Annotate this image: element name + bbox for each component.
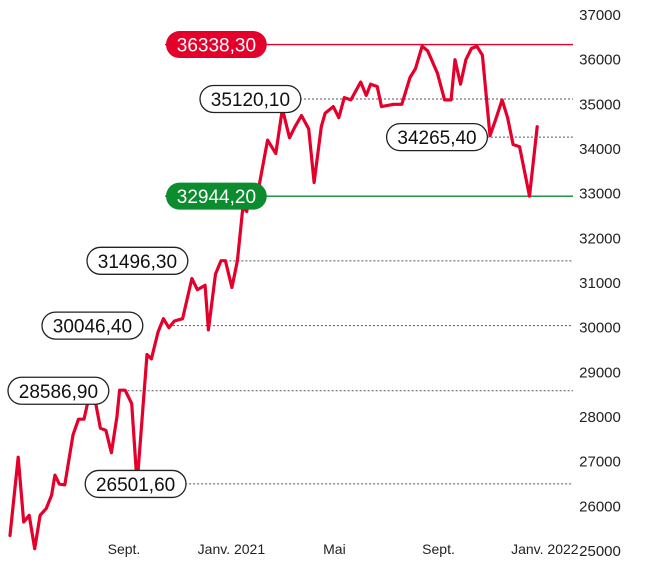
label-box (166, 31, 267, 59)
x-axis: Sept. Janv. 2021 Mai Sept. Janv. 2022 (108, 541, 579, 557)
label-text: 36338,30 (177, 36, 256, 57)
x-tick-label: Mai (323, 541, 346, 557)
y-tick-label: 36000 (579, 52, 621, 69)
x-tick-label: Sept. (108, 541, 141, 557)
reference-label: 36338,30 (166, 31, 267, 59)
annotation-label: 26501,60 (84, 469, 187, 499)
label-box (7, 376, 110, 405)
label-text: 35120,10 (211, 90, 290, 111)
y-tick-label: 35000 (579, 96, 621, 113)
value-labels: 35120,10 34265,40 31496,30 30046,40 28586,90… (7, 31, 489, 499)
y-tick-label: 37000 (579, 7, 621, 24)
label-text: 26501,60 (96, 475, 175, 496)
label-text: 32944,20 (177, 187, 256, 208)
y-tick-label: 33000 (579, 186, 621, 203)
series-line-layer (8, 44, 539, 551)
y-tick-label: 25000 (579, 543, 621, 560)
annotation-label: 35120,10 (199, 84, 302, 114)
annotation-label: 30046,40 (41, 311, 144, 340)
y-tick-label: 32000 (579, 230, 621, 247)
y-tick-label: 31000 (579, 275, 621, 292)
series-line (8, 44, 539, 551)
label-box (166, 182, 267, 210)
x-tick-label: Sept. (422, 541, 455, 557)
label-text: 28586,90 (19, 382, 98, 403)
reference-label: 32944,20 (166, 182, 267, 210)
annotation-label: 28586,90 (7, 376, 110, 405)
label-text: 31496,30 (98, 252, 177, 273)
y-axis: 37000 36000 35000 34000 33000 32000 31000 30000… (579, 7, 621, 560)
y-tick-label: 26000 (579, 498, 621, 515)
label-box (86, 246, 189, 275)
annotation-label: 31496,30 (86, 246, 189, 275)
label-box (41, 311, 144, 340)
x-tick-label: Janv. 2021 (198, 541, 266, 557)
label-box (199, 84, 302, 114)
label-box (84, 469, 187, 499)
y-tick-label: 34000 (579, 141, 621, 158)
label-text: 30046,40 (53, 317, 132, 338)
y-tick-label: 27000 (579, 454, 621, 471)
y-tick-label: 28000 (579, 409, 621, 426)
label-text: 34265,40 (397, 128, 476, 149)
label-box (385, 122, 489, 152)
y-tick-label: 30000 (579, 320, 621, 337)
x-tick-label: Janv. 2022 (511, 541, 579, 557)
y-tick-label: 29000 (579, 364, 621, 381)
annotation-label: 34265,40 (385, 122, 489, 152)
